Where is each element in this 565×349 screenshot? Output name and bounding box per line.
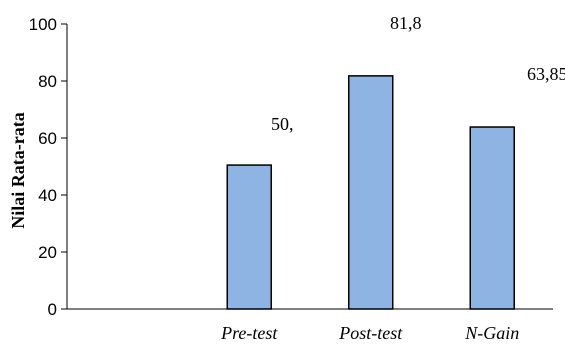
bar bbox=[469, 126, 515, 310]
y-tick-label: 80 bbox=[38, 72, 57, 91]
y-axis-title: Nilai Rata-rata bbox=[8, 112, 28, 228]
y-tick-label: 40 bbox=[38, 186, 57, 205]
y-tick-label: 20 bbox=[38, 243, 57, 262]
data-label: 63,85 bbox=[527, 64, 565, 84]
x-category-label: Post-test bbox=[338, 323, 403, 343]
data-labels: 50, 81,8 63,85 bbox=[271, 13, 565, 134]
data-label: 81,8 bbox=[390, 13, 422, 33]
y-tick-label: 60 bbox=[38, 129, 57, 148]
y-axis: 0 20 40 60 80 100 bbox=[29, 15, 68, 319]
data-label: 50, bbox=[271, 114, 294, 134]
y-tick-label: 0 bbox=[48, 300, 57, 319]
x-category-label: Pre-test bbox=[220, 323, 278, 343]
bar bbox=[226, 164, 272, 310]
bars bbox=[226, 75, 515, 310]
y-tick-label: 100 bbox=[29, 15, 57, 34]
x-category-label: N-Gain bbox=[464, 323, 519, 343]
x-axis: Pre-test Post-test N-Gain bbox=[67, 308, 553, 343]
bar bbox=[348, 75, 394, 310]
